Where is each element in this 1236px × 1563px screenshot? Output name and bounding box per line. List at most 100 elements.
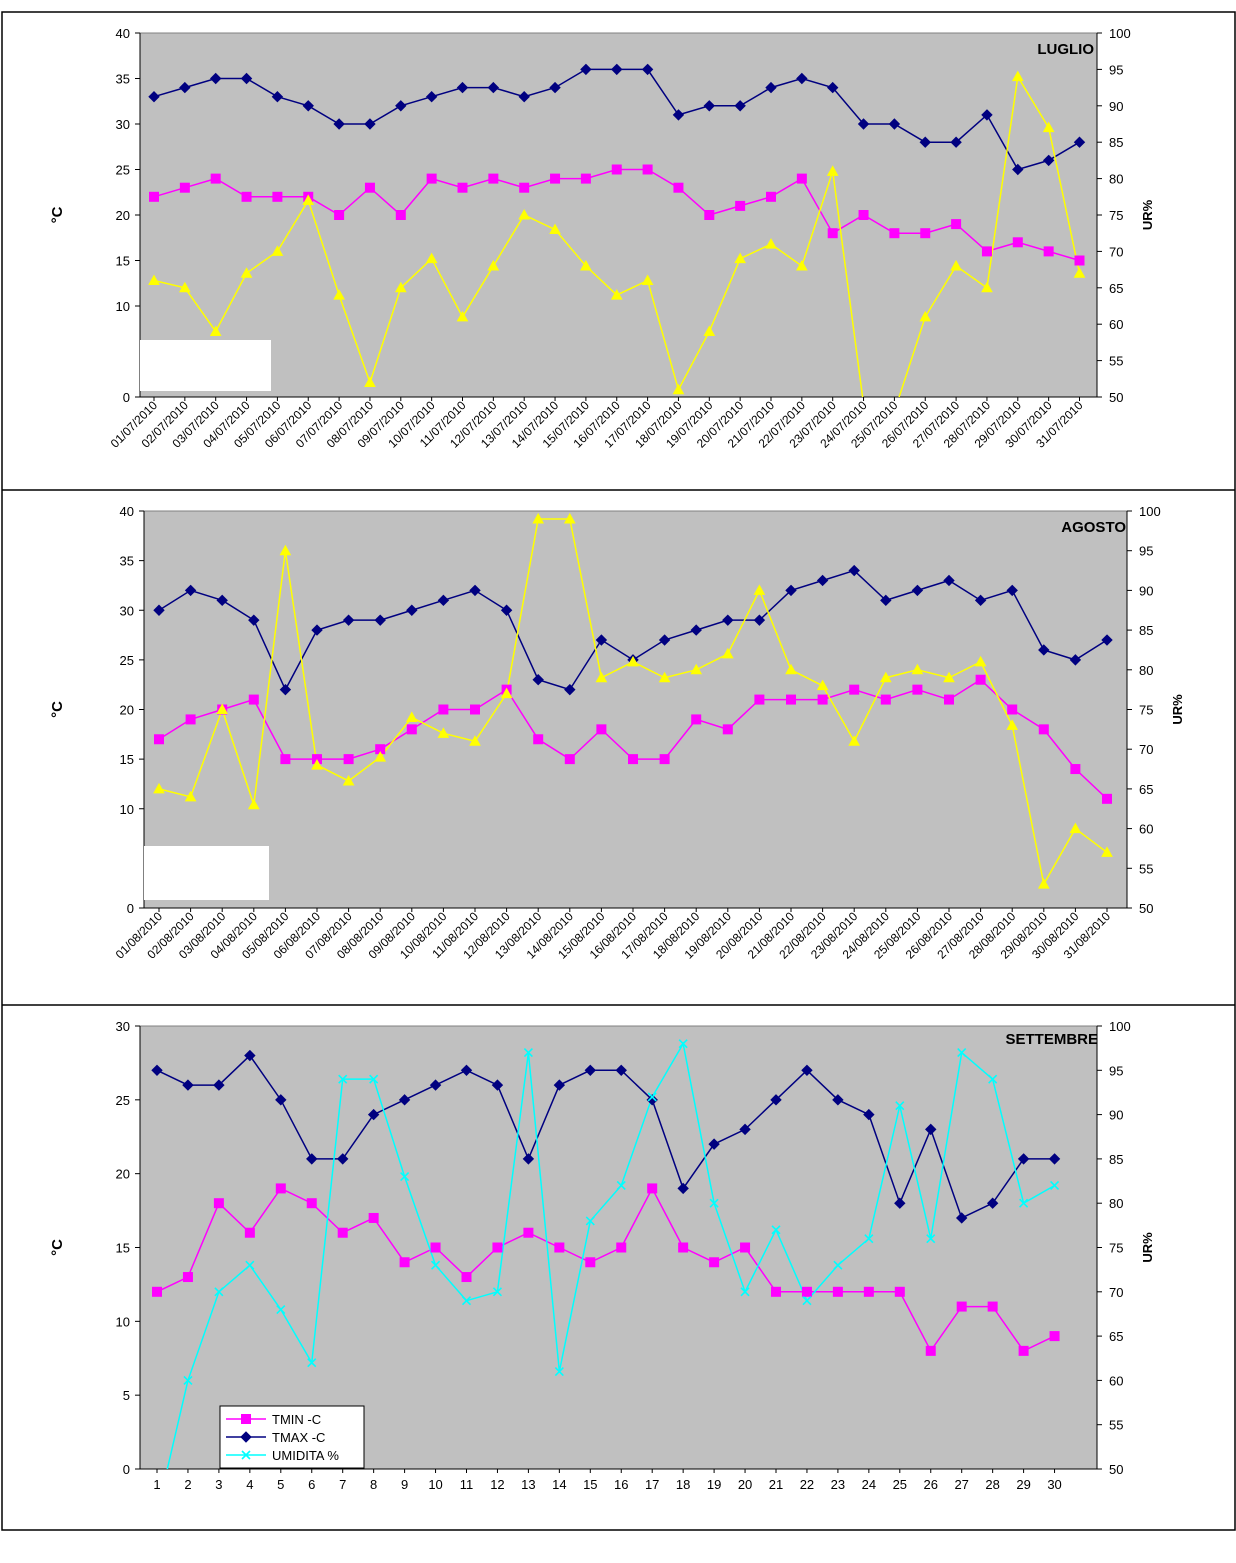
data-point-tmax	[398, 1094, 411, 1106]
data-point-tmax	[518, 90, 530, 103]
data-point-tmin	[564, 754, 575, 765]
y2-tick-label: 75	[1139, 703, 1153, 718]
data-point-ur	[374, 751, 387, 762]
data-point-tmin	[585, 1257, 596, 1268]
data-point-tmax	[425, 90, 438, 103]
data-point-tmin	[975, 674, 986, 685]
data-point-tmax	[182, 1079, 194, 1091]
data-point-tmax	[429, 1079, 442, 1091]
data-point-tmin	[754, 694, 765, 705]
data-point-tmax	[406, 604, 418, 616]
y2-tick-label: 95	[1109, 1063, 1123, 1078]
y2-tick-label: 90	[1139, 583, 1153, 598]
data-point-tmin	[399, 1257, 410, 1268]
data-point-tmin	[1043, 246, 1054, 257]
data-point-tmax	[770, 1094, 782, 1106]
legend-label: TMAX -C	[272, 1430, 325, 1445]
data-point-tmin	[185, 714, 196, 725]
data-point-ur	[943, 671, 955, 683]
x-tick-label: 2	[184, 1477, 191, 1492]
data-point-ur	[487, 259, 500, 271]
y2-tick-label: 90	[1109, 99, 1123, 114]
data-point-tmin	[1018, 1345, 1029, 1356]
y-tick-label: 0	[123, 390, 130, 405]
x-tick-label: 25	[893, 1477, 907, 1492]
data-point-ur	[405, 711, 418, 722]
data-point-ur	[240, 267, 253, 278]
data-point-tmin	[492, 1242, 503, 1253]
y2-tick-label: 65	[1109, 1329, 1123, 1344]
data-point-ur	[690, 663, 703, 675]
data-point-tmin	[832, 1286, 843, 1297]
y2-tick-label: 50	[1139, 901, 1153, 916]
data-point-ur	[816, 679, 829, 691]
data-point-tmax	[1006, 584, 1018, 597]
data-point-ur	[271, 245, 284, 256]
data-point-ur	[1037, 878, 1050, 889]
x-tick-label: 9	[401, 1477, 408, 1492]
data-point-tmax	[1101, 634, 1113, 646]
data-point-tmin	[533, 734, 544, 745]
x-tick-label: 26	[924, 1477, 938, 1492]
y2-tick-label: 80	[1139, 663, 1153, 678]
data-point-tmax	[279, 683, 292, 696]
x-tick-label: 19	[707, 1477, 721, 1492]
data-point-umidita	[523, 1048, 533, 1058]
data-point-tmin	[334, 210, 345, 220]
data-point-tmax	[1017, 1153, 1030, 1165]
data-point-umidita	[338, 1074, 348, 1084]
data-point-ur	[216, 703, 229, 714]
y2-axis-title: UR%	[1170, 694, 1185, 725]
data-point-tmin	[248, 694, 259, 705]
data-point-umidita	[957, 1048, 967, 1058]
data-point-tmax	[564, 683, 576, 696]
chart-agosto: 0101520253035405055606570758085909510001…	[49, 504, 1185, 962]
data-point-tmax	[658, 634, 671, 646]
data-point-ur	[785, 663, 797, 675]
data-point-ur	[209, 325, 222, 336]
data-point-tmin	[920, 228, 931, 239]
data-point-tmax	[275, 1094, 287, 1106]
data-point-tmin	[213, 1198, 224, 1209]
data-point-tmax	[708, 1138, 720, 1150]
data-point-tmin	[461, 1272, 472, 1283]
data-point-tmax	[1069, 654, 1082, 666]
data-point-tmin	[981, 246, 992, 257]
legend-swatch-marker	[240, 1431, 252, 1443]
y2-tick-label: 100	[1109, 26, 1131, 41]
data-point-umidita	[647, 1092, 657, 1102]
data-point-tmax	[240, 72, 253, 85]
data-point-tmax	[179, 81, 191, 94]
y-tick-label: 20	[120, 703, 134, 718]
data-point-umidita	[585, 1216, 595, 1226]
y-tick-label: 20	[116, 208, 130, 223]
data-point-ur	[437, 727, 450, 738]
data-point-umidita	[616, 1180, 626, 1191]
data-point-umidita	[492, 1287, 503, 1297]
chart-title: AGOSTO	[1061, 519, 1126, 536]
data-point-tmax	[888, 118, 901, 130]
data-point-ur	[179, 281, 191, 293]
data-point-tmin	[766, 191, 776, 202]
data-point-tmax	[816, 574, 829, 587]
data-point-tmax	[148, 90, 160, 103]
x-tick-label: 1	[153, 1477, 160, 1492]
data-point-tmax	[955, 1212, 968, 1224]
data-point-tmin	[244, 1227, 255, 1238]
data-point-umidita	[771, 1225, 781, 1235]
x-tick-label: 15	[583, 1477, 597, 1492]
data-point-tmin	[406, 724, 417, 735]
data-point-tmax	[672, 109, 685, 121]
y2-tick-label: 70	[1139, 742, 1153, 757]
data-point-ur	[364, 376, 376, 387]
data-point-tmax	[919, 136, 931, 148]
y-tick-label: 35	[116, 72, 130, 87]
data-point-ur	[911, 663, 924, 675]
data-point-umidita	[369, 1074, 379, 1084]
data-point-tmax	[677, 1182, 689, 1195]
series-group	[148, 63, 1086, 397]
data-point-tmax	[553, 1079, 566, 1091]
data-point-tmin	[817, 694, 828, 705]
data-point-tmax	[549, 81, 561, 94]
y2-tick-label: 75	[1109, 1241, 1123, 1256]
